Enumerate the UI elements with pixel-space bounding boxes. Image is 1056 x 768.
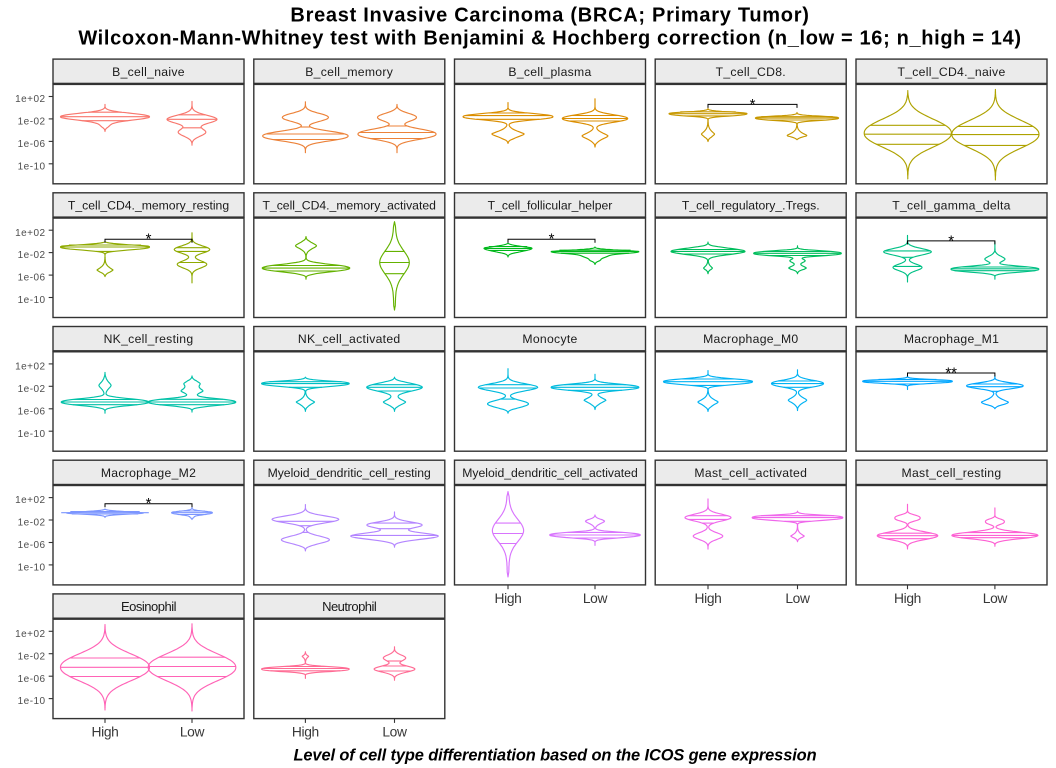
svg-text:Monocyte: Monocyte (522, 332, 577, 346)
svg-text:1e-06: 1e-06 (18, 674, 46, 685)
svg-text:1e-06: 1e-06 (18, 273, 46, 284)
svg-text:Myeloid_dendritic_cell_resting: Myeloid_dendritic_cell_resting (268, 466, 431, 480)
svg-text:Myeloid_dendritic_cell_activat: Myeloid_dendritic_cell_activated (462, 466, 637, 480)
svg-text:High: High (292, 725, 319, 740)
svg-text:1e+02: 1e+02 (15, 629, 45, 640)
svg-text:1e-02: 1e-02 (18, 384, 46, 395)
svg-text:1e-10: 1e-10 (18, 696, 46, 707)
svg-text:Breast Invasive Carcinoma (BRC: Breast Invasive Carcinoma (BRCA; Primary… (290, 5, 809, 27)
svg-text:1e-06: 1e-06 (18, 406, 46, 417)
svg-text:Eosinophil: Eosinophil (121, 599, 177, 614)
svg-text:T_cell_regulatory_.Tregs.: T_cell_regulatory_.Tregs. (682, 199, 820, 213)
svg-text:High: High (894, 591, 921, 606)
svg-text:*: * (750, 96, 756, 113)
svg-text:Macrophage_M0: Macrophage_M0 (703, 332, 798, 346)
svg-text:Low: Low (583, 591, 608, 606)
svg-text:Macrophage_M2: Macrophage_M2 (101, 466, 196, 480)
svg-text:Low: Low (983, 591, 1008, 606)
svg-text:T_cell_CD4._naive: T_cell_CD4._naive (897, 65, 1005, 79)
svg-text:NK_cell_activated: NK_cell_activated (298, 332, 401, 346)
svg-text:Low: Low (180, 725, 205, 740)
svg-text:T_cell_CD4._memory_resting: T_cell_CD4._memory_resting (68, 199, 229, 213)
svg-text:*: * (146, 495, 152, 512)
svg-text:Mast_cell_activated: Mast_cell_activated (694, 466, 807, 480)
svg-text:1e-02: 1e-02 (18, 250, 46, 261)
svg-text:1e-06: 1e-06 (18, 540, 46, 551)
svg-text:1e-10: 1e-10 (18, 563, 46, 574)
svg-text:T_cell_gamma_delta: T_cell_gamma_delta (892, 199, 1011, 213)
svg-text:*: * (146, 231, 152, 248)
svg-text:Level of cell type differentia: Level of cell type differentiation based… (294, 746, 817, 764)
svg-text:B_cell_plasma: B_cell_plasma (508, 65, 591, 79)
svg-text:Mast_cell_resting: Mast_cell_resting (902, 466, 1002, 480)
svg-text:High: High (695, 591, 722, 606)
svg-text:B_cell_naive: B_cell_naive (112, 65, 185, 79)
svg-text:Low: Low (785, 591, 810, 606)
svg-text:1e-06: 1e-06 (18, 139, 46, 150)
svg-text:Wilcoxon-Mann-Whitney test wit: Wilcoxon-Mann-Whitney test with Benjamin… (78, 27, 1021, 49)
svg-text:**: ** (945, 364, 957, 381)
svg-text:Neutrophil: Neutrophil (322, 599, 377, 614)
svg-text:B_cell_memory: B_cell_memory (305, 65, 393, 79)
svg-text:NK_cell_resting: NK_cell_resting (104, 332, 194, 346)
svg-text:High: High (495, 591, 522, 606)
svg-text:1e-02: 1e-02 (18, 518, 46, 529)
svg-text:1e-10: 1e-10 (18, 295, 46, 306)
svg-text:Low: Low (382, 725, 407, 740)
svg-text:*: * (948, 232, 954, 249)
svg-text:*: * (549, 231, 555, 248)
svg-text:1e-10: 1e-10 (18, 161, 46, 172)
svg-text:Macrophage_M1: Macrophage_M1 (904, 332, 999, 346)
svg-text:T_cell_CD4._memory_activated: T_cell_CD4._memory_activated (262, 199, 435, 213)
svg-text:1e-10: 1e-10 (18, 429, 46, 440)
svg-text:1e+02: 1e+02 (15, 228, 45, 239)
svg-text:1e+02: 1e+02 (15, 495, 45, 506)
svg-text:T_cell_follicular_helper: T_cell_follicular_helper (488, 199, 613, 213)
svg-text:High: High (92, 725, 119, 740)
svg-text:1e+02: 1e+02 (15, 362, 45, 373)
svg-text:1e+02: 1e+02 (15, 94, 45, 105)
svg-text:1e-02: 1e-02 (18, 651, 46, 662)
svg-text:T_cell_CD8.: T_cell_CD8. (716, 65, 786, 79)
svg-text:1e-02: 1e-02 (18, 117, 46, 128)
